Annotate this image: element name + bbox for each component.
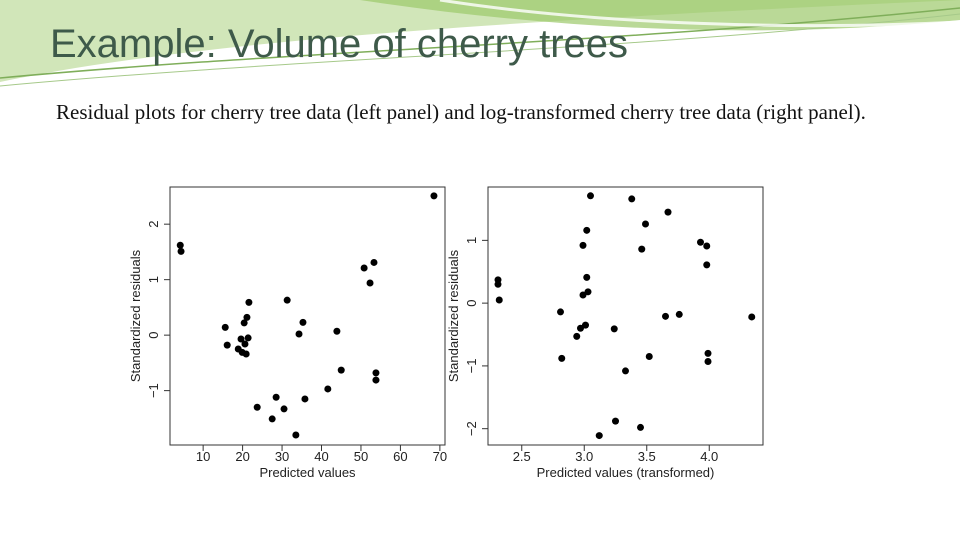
slide-caption: Residual plots for cherry tree data (lef… (56, 100, 866, 124)
point (610, 325, 618, 333)
point (430, 192, 438, 200)
x-tick-label: 30 (275, 449, 289, 464)
point (295, 330, 303, 338)
y-tick-label: −2 (464, 421, 479, 436)
point (337, 366, 345, 374)
point (221, 323, 229, 331)
y-tick-label: 0 (146, 332, 161, 339)
point (595, 432, 603, 440)
point (638, 245, 646, 253)
point (662, 312, 669, 320)
point (748, 313, 756, 321)
point (579, 241, 587, 249)
point (245, 298, 253, 306)
point (675, 310, 683, 318)
plot-frame (169, 186, 446, 446)
x-tick-label: 60 (393, 449, 407, 464)
x-tick-label: 50 (354, 449, 368, 464)
x-tick-label: 40 (314, 449, 328, 464)
plot-frame (487, 186, 764, 446)
y-tick-label: 1 (464, 237, 479, 244)
point (642, 220, 649, 228)
point (372, 369, 380, 377)
point (366, 279, 374, 287)
point (360, 264, 368, 272)
point (579, 291, 587, 299)
point (237, 335, 245, 343)
y-tick-label: −1 (146, 383, 161, 398)
point (587, 192, 594, 200)
y-tick-label: −1 (464, 358, 479, 373)
point (324, 385, 332, 393)
chart-panel: 10 20 30 40 50 60 70 −1 0 1 2 Predicted values Stand… (128, 186, 447, 480)
point (612, 417, 619, 425)
x-tick-label: 3.5 (638, 449, 656, 464)
point (299, 318, 307, 326)
point (494, 280, 502, 288)
point (573, 332, 581, 340)
point (241, 340, 249, 348)
point (242, 350, 250, 358)
x-tick-label: 2.5 (513, 449, 531, 464)
point (622, 367, 629, 375)
point (704, 349, 712, 357)
point (280, 405, 288, 413)
x-tick-label: 3.0 (575, 449, 593, 464)
point (703, 261, 711, 269)
point (177, 247, 185, 255)
point (176, 241, 184, 249)
point (268, 415, 276, 423)
point (333, 327, 341, 335)
slide-title: Example: Volume of cherry trees (50, 22, 629, 66)
point (704, 358, 712, 366)
point (272, 393, 280, 401)
point (240, 319, 248, 327)
point (370, 258, 378, 266)
point (557, 308, 564, 316)
point (283, 296, 291, 304)
y-tick-label: 1 (146, 276, 161, 283)
point (584, 288, 592, 296)
point (664, 208, 672, 216)
chart-panel: 2.5 3.0 3.5 4.0 −2 −1 0 1 Predicted values (tran… (446, 186, 764, 480)
point (583, 226, 591, 234)
x-tick-label: 10 (196, 449, 210, 464)
point (372, 376, 380, 384)
point (223, 341, 231, 349)
point (628, 195, 636, 203)
header-decoration (0, 0, 960, 87)
point (582, 321, 589, 329)
y-tick-label: 2 (146, 221, 161, 228)
x-axis-label: Predicted values (transformed) (537, 465, 715, 480)
x-tick-label: 4.0 (700, 449, 718, 464)
x-tick-label: 20 (235, 449, 249, 464)
point (253, 403, 261, 411)
point (292, 431, 300, 439)
point (301, 395, 309, 403)
point (244, 334, 252, 342)
point (558, 354, 566, 362)
y-tick-label: 0 (464, 300, 479, 307)
x-tick-label: 70 (433, 449, 447, 464)
point (703, 242, 711, 250)
point (243, 313, 251, 321)
point (495, 296, 503, 304)
point (577, 324, 584, 332)
y-axis-label: Standardized residuals (446, 249, 461, 382)
point (583, 273, 591, 281)
point (697, 238, 704, 246)
point (637, 423, 644, 431)
y-axis-label: Standardized residuals (128, 249, 143, 382)
point (645, 352, 653, 360)
x-axis-label: Predicted values (259, 465, 356, 480)
